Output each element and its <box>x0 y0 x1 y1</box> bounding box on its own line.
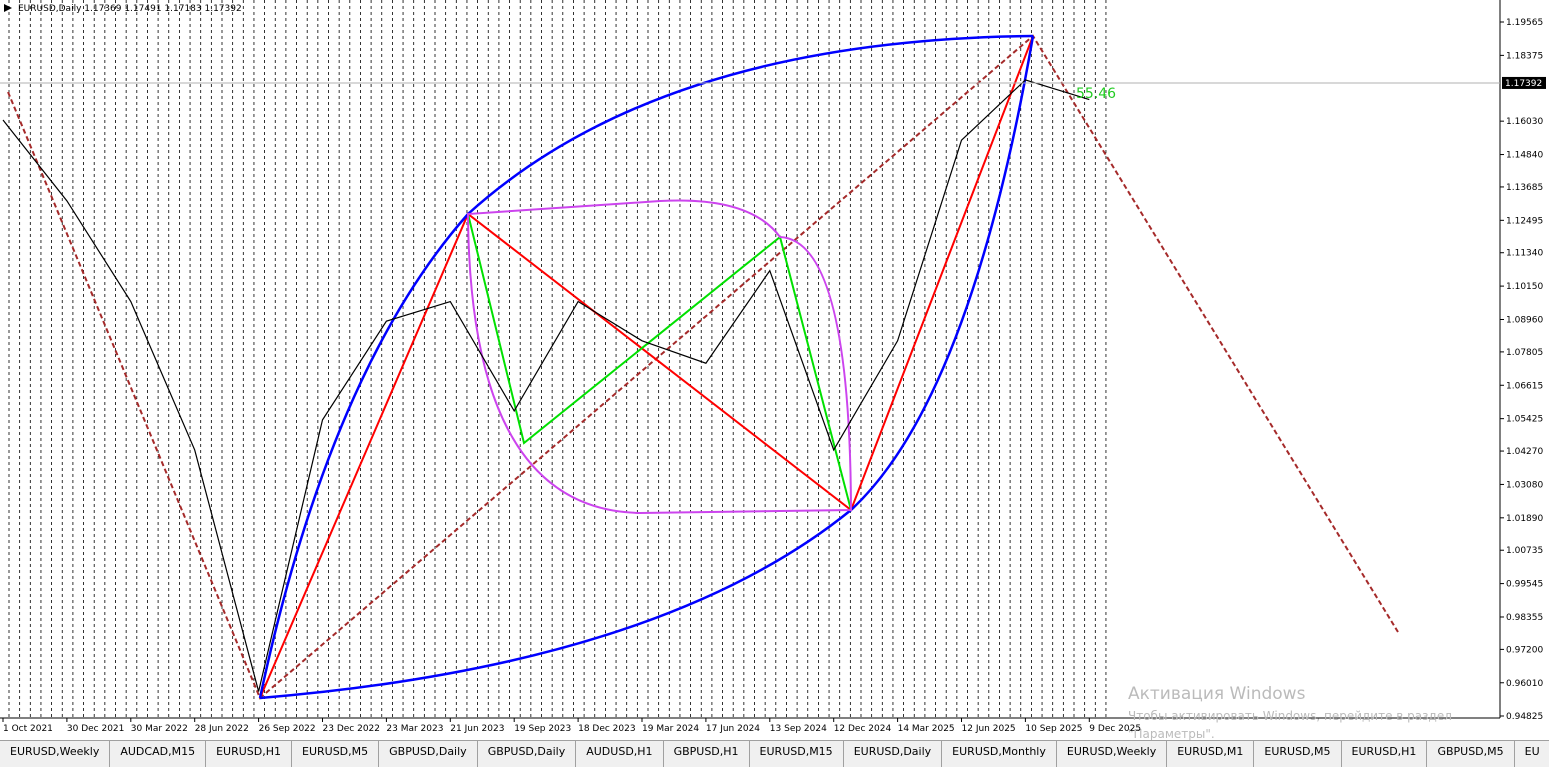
y-tick-label: 1.18375 <box>1506 51 1543 61</box>
y-tick-label: 1.11340 <box>1506 249 1543 259</box>
chart-tab[interactable]: EURUSD,M1 <box>1167 741 1255 767</box>
x-tick-label: 30 Dec 2021 <box>67 724 125 734</box>
y-tick-label: 1.00735 <box>1506 546 1543 556</box>
trend-line <box>7 34 1399 700</box>
drawings <box>7 34 1399 700</box>
watermark: Активация Windows <box>1128 684 1306 704</box>
chart-tab[interactable]: EURUSD,Monthly <box>942 741 1057 767</box>
x-tick-label: 12 Jun 2025 <box>962 724 1016 734</box>
x-tick-label: 14 Mar 2025 <box>898 724 955 734</box>
chart-tab[interactable]: GBPUSD,Daily <box>478 741 577 767</box>
y-tick-label: 0.94825 <box>1506 712 1543 722</box>
chart-title: EURUSD,Daily 1.17369 1.17491 1.17183 1.1… <box>18 4 242 14</box>
price-label-bg <box>1502 76 1546 89</box>
chart-tab[interactable]: EURUSD,H1 <box>1342 741 1428 767</box>
wave-line <box>259 35 1034 699</box>
x-tick-label: 17 Jun 2024 <box>706 724 760 734</box>
icon <box>4 4 12 12</box>
chart-tab[interactable]: EURUSD,M5 <box>292 741 380 767</box>
x-tick-label: 13 Sep 2024 <box>770 724 827 734</box>
price-line <box>2 79 1090 692</box>
chart-tab[interactable]: EU <box>1515 741 1549 767</box>
x-tick-label: 9 Dec 2025 <box>1089 724 1141 734</box>
y-tick-label: 1.16030 <box>1506 117 1543 127</box>
chart-tab[interactable]: EURUSD,H1 <box>206 741 292 767</box>
y-tick-label: 1.01890 <box>1506 514 1543 524</box>
x-tick-label: 1 Oct 2021 <box>3 724 53 734</box>
y-tick-label: 0.99545 <box>1506 580 1543 590</box>
y-tick-label: 0.96010 <box>1506 679 1543 689</box>
x-tick-label: 30 Mar 2022 <box>131 724 188 734</box>
x-tick-label: 19 Mar 2024 <box>642 724 699 734</box>
chart-tab[interactable]: AUDUSD,H1 <box>576 741 664 767</box>
watermark: Чтобы активировать Windows, перейдите в … <box>1128 709 1452 723</box>
chart-tab[interactable]: GBPUSD,Daily <box>379 741 478 767</box>
x-tick-label: 26 Sep 2022 <box>259 724 316 734</box>
y-tick-label: 0.98355 <box>1506 613 1543 623</box>
y-tick-label: 1.08960 <box>1506 315 1543 325</box>
y-tick-label: 1.13685 <box>1506 183 1543 193</box>
watermark: "Параметры". <box>1128 727 1215 740</box>
arc <box>466 199 853 515</box>
chart: EURUSD,Daily 1.17369 1.17491 1.17183 1.1… <box>0 0 1546 740</box>
chart-tab[interactable]: GBPUSD,M5 <box>1427 741 1515 767</box>
chart-tab[interactable]: EURUSD,M5 <box>1254 741 1342 767</box>
chart-tab[interactable]: GBPUSD,H1 <box>664 741 750 767</box>
x-tick-label: 10 Sep 2025 <box>1025 724 1082 734</box>
y-tick-label: 1.03080 <box>1506 480 1543 490</box>
wave-line <box>467 213 852 511</box>
y-tick-label: 0.97200 <box>1506 645 1543 655</box>
x-tick-label: 23 Mar 2023 <box>386 724 443 734</box>
arc <box>259 35 1035 700</box>
y-tick-label: 1.07805 <box>1506 348 1543 358</box>
x-tick-label: 12 Dec 2024 <box>834 724 892 734</box>
y-tick-label: 1.04270 <box>1506 447 1543 457</box>
y-tick-label: 1.14840 <box>1506 151 1543 161</box>
x-tick-label: 19 Sep 2023 <box>514 724 571 734</box>
chart-tab[interactable]: EURUSD,M15 <box>750 741 844 767</box>
x-tick-label: 28 Jun 2022 <box>195 724 249 734</box>
y-tick-label: 1.05425 <box>1506 415 1543 425</box>
x-tick-label: 18 Dec 2023 <box>578 724 636 734</box>
chart-tab[interactable]: EURUSD,Weekly <box>1057 741 1168 767</box>
y-tick-label: 1.06615 <box>1506 381 1543 391</box>
x-tick-label: 23 Dec 2022 <box>323 724 381 734</box>
chart-tab[interactable]: AUDCAD,M15 <box>110 741 207 767</box>
chart-tab[interactable]: EURUSD,Weekly <box>0 741 111 767</box>
x-tick-label: 21 Jun 2023 <box>450 724 504 734</box>
price-label: 1.17392 <box>1505 79 1542 89</box>
tab-bar: EURUSD,Weekly AUDCAD,M15 EURUSD,H1 EURUSD,M… <box>0 740 1549 767</box>
y-tick-label: 1.10150 <box>1506 282 1543 292</box>
y-tick-label: 1.12495 <box>1506 216 1543 226</box>
y-tick-label: 1.19565 <box>1506 18 1543 28</box>
annotation: 55.46 <box>1076 86 1116 102</box>
chart-tab[interactable]: EURUSD,Daily <box>844 741 943 767</box>
